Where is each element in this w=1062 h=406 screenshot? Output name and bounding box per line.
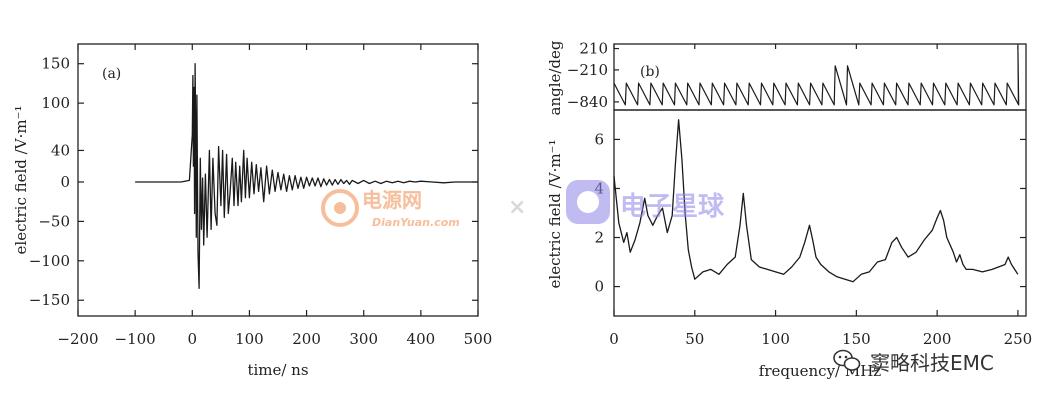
- chart-b-y-tick-label: 0: [594, 278, 604, 296]
- chart-a-x-tick-labels: −200 −100 0 100 200 300 400 500: [57, 330, 492, 348]
- chart-b-x-tick-label: 250: [1004, 330, 1033, 348]
- watermark-left-text: 电源网: [362, 188, 422, 212]
- chart-a-y-tick-label: 100: [41, 94, 70, 112]
- watermark-right-text: 电子星球: [620, 192, 725, 222]
- chart-b-angle-tick-label: −840: [567, 93, 608, 111]
- chart-a-y-tick-label: 0: [60, 173, 70, 191]
- chart-b-angle-tick-label: 210: [579, 40, 608, 58]
- chart-a-x-tick-label: 100: [235, 330, 264, 348]
- chart-a: −200 −100 0 100 200 300 400 500 150100400−50−10…: [12, 43, 492, 379]
- chart-b-angle-tick-labels: 210 −210 −840: [567, 40, 608, 111]
- chart-a-frame: [77, 43, 479, 317]
- chart-a-y-tick-label: −150: [29, 291, 70, 309]
- chart-a-panel-label: (a): [102, 66, 121, 82]
- watermark: 电源网 DianYuan.com × 电子星球: [321, 180, 725, 229]
- chart-b-magnitude-line: [613, 119, 1019, 283]
- chart-a-x-tick-label: 400: [407, 330, 436, 348]
- dianyuan-logo-dot-icon: [334, 202, 346, 214]
- chart-a-x-tick-label: −200: [57, 330, 98, 348]
- chart-a-y-axis-label: electric field /V·m⁻¹: [12, 106, 30, 255]
- chart-b-angle-line: [613, 45, 1020, 106]
- chart-a-y-tick-labels: 150 100 40 0 −50 −100 −150: [29, 55, 70, 310]
- chart-b-x-tick-label: 200: [923, 330, 952, 348]
- chart-a-x-tick-label: 200: [292, 330, 321, 348]
- chart-a-x-tick-label: 300: [349, 330, 378, 348]
- chart-a-y-tick-label: 40: [51, 141, 70, 159]
- wechat-icon: [833, 349, 861, 371]
- chart-b-x-tick-label: 50: [685, 330, 704, 348]
- chart-b-bottom-frame: [613, 109, 1027, 317]
- chart-b-x-tick-label: 0: [609, 330, 619, 348]
- chart-b-x-tick-label: 150: [842, 330, 871, 348]
- wechat-badge: 窦略科技EMC: [833, 349, 994, 375]
- chart-b-y-axis-label: electric field /V·m⁻¹: [546, 140, 564, 289]
- chart-b-y-tick-label: 2: [594, 229, 604, 247]
- chart-b-x-tick-label: 100: [761, 330, 790, 348]
- chart-a-x-axis-label: time/ ns: [247, 361, 308, 379]
- chart-b-ticks: [613, 44, 1026, 316]
- chart-a-ticks: [77, 44, 479, 316]
- chart-b-angle-axis-label: angle/deg: [546, 40, 564, 115]
- chart-a-x-tick-label: 0: [188, 330, 198, 348]
- chart-b-panel-label: (b): [640, 64, 660, 80]
- chart-a-y-tick-label: −50: [38, 212, 70, 230]
- badge-text: 窦略科技EMC: [870, 351, 994, 375]
- chart-a-series-line: [135, 63, 478, 290]
- planet-logo-face-icon: [577, 191, 599, 213]
- chart-a-x-tick-label: 500: [464, 330, 493, 348]
- watermark-left-url: DianYuan.com: [372, 216, 460, 229]
- chart-b-x-axis-label: frequency/ MHz: [759, 362, 882, 380]
- chart-b-x-tick-labels: 0 50 100 150 200 250: [609, 330, 1032, 348]
- watermark-separator: ×: [508, 195, 526, 220]
- dianyuan-logo-icon: [321, 189, 359, 227]
- chart-a-x-tick-label: −100: [115, 330, 156, 348]
- chart-a-y-tick-label: 150: [41, 55, 70, 73]
- chart-a-y-tick-label: −100: [29, 252, 70, 270]
- chart-b-y-tick-label: 6: [594, 130, 604, 148]
- chart-b-angle-tick-label: −210: [567, 61, 608, 79]
